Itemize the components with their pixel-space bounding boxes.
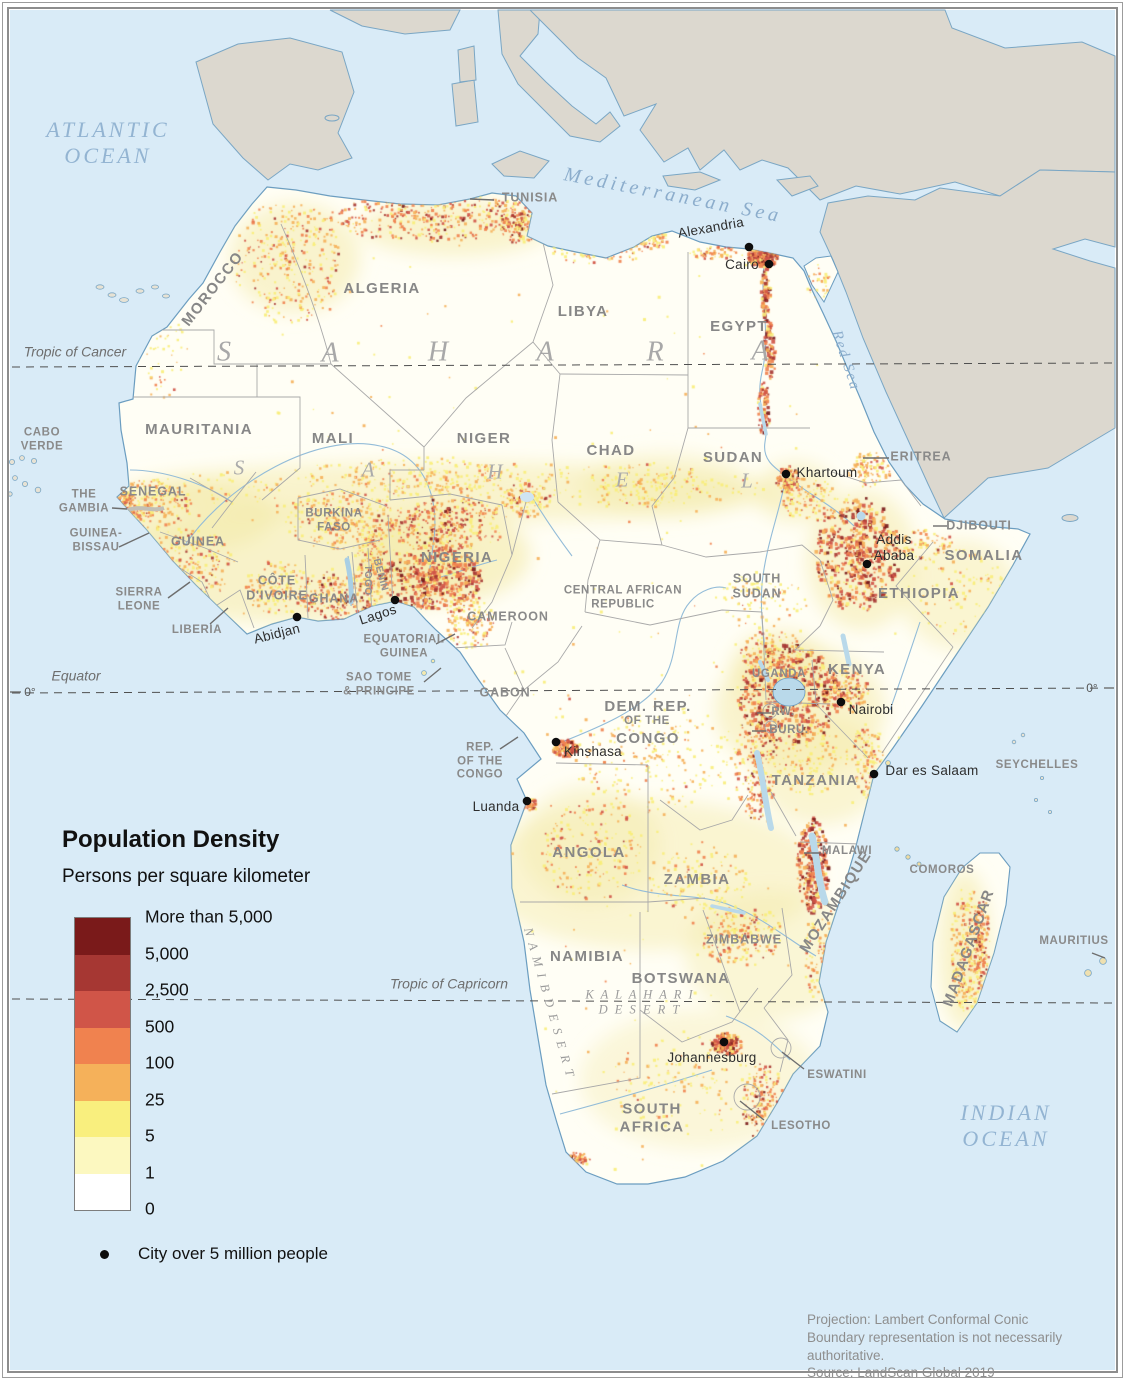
legend-city-symbol: City over 5 million people [100,1244,328,1264]
country-borders [127,223,954,1111]
legend-subtitle: Persons per square kilometer [62,866,311,887]
leader-liberia [209,607,229,625]
legend-label-4: 100 [145,1052,175,1073]
gridline-equator [11,687,1114,694]
lake-tana [856,511,866,521]
legend-label-5: 25 [145,1089,165,1109]
leader-lines [10,198,1114,1121]
city-dot-kinshasa [551,737,561,747]
legend-swatch-1 [75,954,130,991]
source-line-1: Projection: Lambert Conformal Conic [807,1312,1029,1327]
lake-turkana [840,633,852,667]
legend-swatch-7 [75,1173,130,1210]
legend-swatch-4 [75,1064,130,1101]
leader-eswatini [781,1051,805,1070]
legend-swatch-5 [75,1100,130,1137]
legend-label-7: 1 [145,1162,155,1182]
leader-tunisia [469,198,495,201]
legend-label-3: 500 [145,1016,175,1036]
lake-volta [344,557,354,605]
leader-sao-tome [423,667,442,683]
source-notes: Projection: Lambert Conformal Conic Bound… [807,1311,1125,1380]
legend-label-6: 5 [145,1125,155,1146]
leader-equatorial-guinea [435,633,456,645]
legend-label-2: 2,500 [145,979,189,1000]
city-dot-alexandria [744,242,754,252]
city-dots [292,242,879,1047]
source-line-2: Boundary representation is not necessari… [807,1329,1063,1363]
legend-swatch-6 [75,1137,130,1174]
leader-sierra-leone [167,581,191,599]
lake-nasser [758,402,768,436]
legend-swatch-2 [75,991,130,1028]
lake-victoria [772,677,806,707]
legend-label-0: More than 5,000 [145,906,273,927]
legend-swatch-0 [75,918,130,955]
leader-gambia [111,507,128,510]
source-line-3: Source: LandScan Global 2019 [807,1365,995,1380]
legend-title: Population Density [62,826,280,853]
city-dot-luanda [522,796,532,806]
leader-mauritius [1091,952,1106,959]
legend-label-8: 0 [145,1198,155,1219]
city-dot-cairo [764,259,774,269]
lake-albert [758,660,770,682]
legend-city-note: City over 5 million people [138,1244,328,1263]
city-dot-abidjan [292,612,302,622]
city-dot-lagos [390,595,400,605]
legend-color-ramp [74,917,131,1211]
city-dot-dar-es-salaam [869,769,879,779]
lake-chad [520,492,534,502]
lake-malawi [808,832,829,906]
lakes [344,402,866,915]
city-dot-nairobi [836,697,846,707]
gridlines [11,362,1114,1004]
city-dot-johannesburg [719,1037,729,1047]
legend-label-1: 5,000 [145,943,189,963]
city-dot-khartoum [781,469,791,479]
lake-kariba [710,904,746,915]
lake-tanganyika [754,750,774,831]
city-dot-addis-ababa [862,559,872,569]
legend-swatch-3 [75,1027,130,1064]
leader-rep-congo [499,736,519,750]
gridline-tropic-of-cancer [11,362,1114,368]
leader-guinea-bissau [118,532,150,548]
leader-lesotho [739,1100,765,1121]
city-dot-icon [100,1249,109,1259]
gridline-tropic-of-capricorn [11,998,1114,1004]
